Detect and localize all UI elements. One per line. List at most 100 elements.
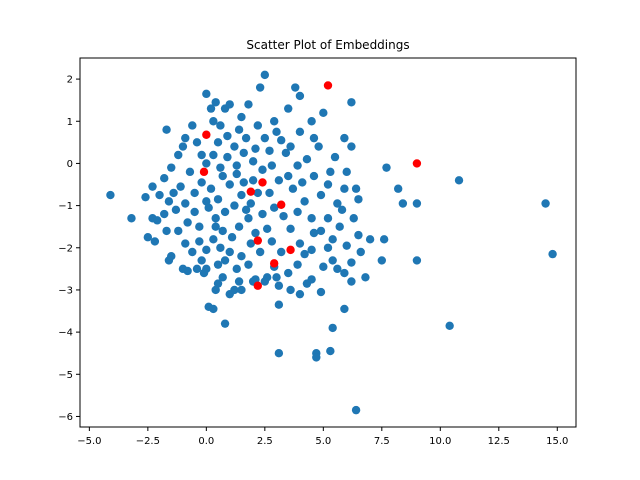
x-tick-label: −2.5 (136, 436, 160, 447)
data-point (277, 247, 286, 257)
data-point (340, 304, 349, 314)
data-point (209, 235, 218, 244)
data-point (412, 256, 422, 265)
data-point (248, 157, 258, 166)
data-point (312, 353, 321, 362)
data-point (314, 142, 323, 151)
data-point (309, 133, 319, 143)
data-point (162, 125, 171, 134)
data-point (199, 268, 209, 278)
y-tick-label: −1 (58, 201, 73, 212)
data-point (218, 171, 227, 181)
data-point (143, 233, 153, 242)
data-point (328, 323, 337, 333)
data-point (248, 176, 258, 185)
data-point (302, 155, 312, 164)
data-point (211, 222, 220, 231)
data-point (279, 211, 288, 221)
data-point (354, 230, 363, 240)
data-point (365, 235, 375, 244)
data-point (153, 216, 162, 225)
data-point (351, 405, 361, 415)
data-point (342, 167, 351, 177)
data-point (150, 237, 160, 246)
data-point (260, 133, 270, 143)
data-point (347, 98, 356, 107)
highlight-point (199, 167, 209, 177)
data-point (260, 277, 270, 286)
data-point (218, 226, 227, 236)
data-point (347, 277, 356, 286)
data-point (244, 214, 253, 223)
data-point (277, 136, 286, 145)
data-point (272, 273, 281, 282)
data-point (300, 249, 309, 259)
data-point (209, 304, 218, 314)
data-point (216, 121, 225, 130)
data-point (225, 100, 234, 109)
data-point (284, 171, 293, 181)
data-point (202, 159, 211, 168)
data-point (213, 279, 223, 288)
data-point (197, 178, 206, 187)
data-point (323, 180, 333, 189)
data-point (183, 266, 192, 276)
data-point (211, 98, 220, 107)
data-point (274, 349, 284, 358)
data-point (220, 207, 230, 217)
data-point (272, 127, 281, 136)
data-point (213, 260, 223, 269)
data-point (265, 146, 274, 155)
data-point (323, 214, 333, 223)
data-point (192, 264, 202, 274)
data-point (197, 256, 206, 265)
highlight-point (258, 178, 267, 187)
data-point (160, 209, 169, 219)
data-point (216, 243, 225, 252)
data-point (340, 184, 349, 193)
highlight-point (412, 159, 422, 168)
data-point (340, 133, 349, 143)
data-point (398, 199, 408, 208)
data-point (190, 188, 199, 198)
points-layer (106, 70, 557, 415)
data-point (274, 300, 284, 309)
data-point (178, 142, 188, 151)
data-point (326, 167, 335, 177)
y-tick-label: −5 (58, 370, 73, 381)
data-point (284, 268, 293, 278)
data-point (209, 150, 218, 160)
data-point (202, 197, 211, 206)
data-point (412, 199, 422, 208)
data-point (295, 91, 305, 101)
data-point (349, 214, 358, 223)
data-point (239, 178, 248, 187)
data-point (330, 152, 340, 162)
data-point (335, 222, 344, 231)
data-point (241, 133, 251, 143)
data-point (202, 245, 211, 255)
data-point (295, 127, 305, 136)
data-point (206, 104, 216, 113)
data-point (155, 190, 164, 200)
data-point (234, 125, 244, 134)
data-point (288, 184, 298, 193)
data-point (127, 214, 136, 223)
data-point (316, 287, 326, 297)
data-point (216, 163, 225, 172)
data-point (267, 237, 277, 246)
data-point (141, 192, 150, 202)
data-point (293, 260, 302, 269)
data-point (347, 142, 356, 151)
data-point (239, 148, 248, 158)
y-tick-label: 1 (67, 117, 73, 128)
data-point (316, 190, 326, 200)
data-point (230, 142, 239, 151)
data-point (148, 182, 157, 191)
x-tick-label: 15.0 (546, 436, 568, 447)
data-point (237, 285, 246, 295)
data-point (174, 150, 183, 160)
data-point (185, 167, 195, 177)
data-point (361, 273, 370, 282)
